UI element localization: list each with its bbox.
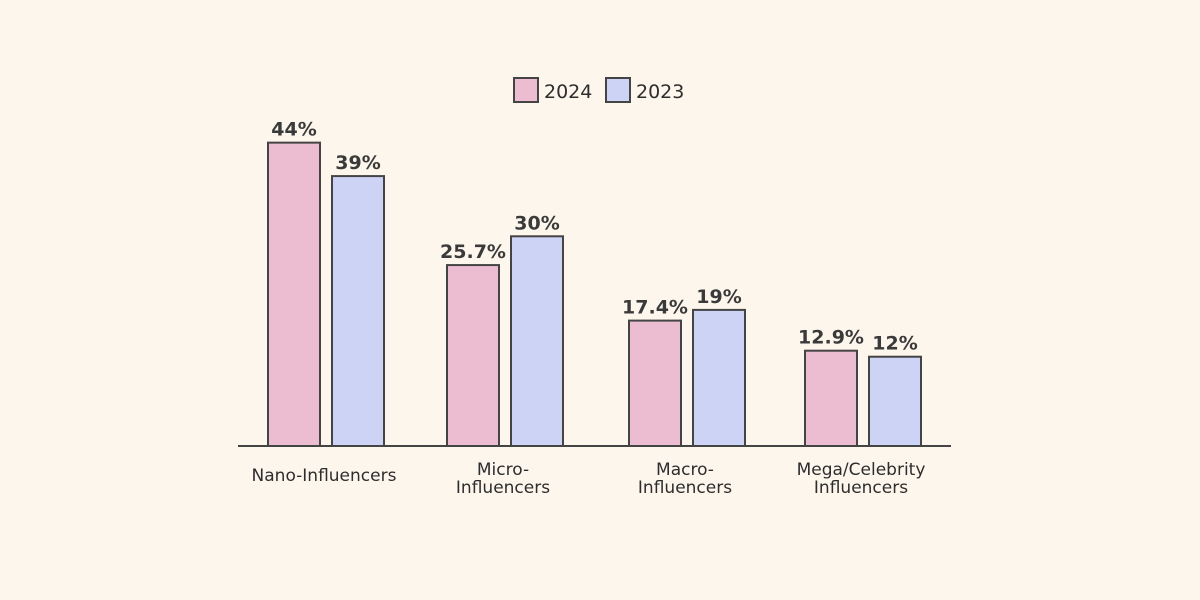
- category-label: Micro-: [477, 460, 529, 480]
- category-label: Influencers: [814, 478, 908, 498]
- data-label: 44%: [271, 119, 316, 141]
- data-label: 19%: [696, 286, 741, 308]
- legend: 2024 2023: [513, 77, 684, 103]
- legend-label: 2023: [636, 81, 684, 103]
- legend-label: 2024: [544, 81, 592, 103]
- category-label: Nano-Influencers: [252, 466, 397, 486]
- category-label: Influencers: [456, 478, 550, 498]
- bar-2023-0: [331, 175, 385, 447]
- bar-2023-3: [868, 355, 922, 447]
- data-label: 30%: [514, 212, 559, 234]
- data-label: 39%: [335, 152, 380, 174]
- category-label: Influencers: [638, 478, 732, 498]
- x-axis-labels: Nano-Influencers Micro-InfluencersMacro-I…: [252, 460, 926, 498]
- bar-2023-1: [510, 235, 564, 447]
- bar-2024-3: [804, 349, 858, 448]
- data-label: 17.4%: [622, 297, 688, 319]
- legend-swatch-2024: [513, 77, 539, 103]
- bar-2024-1: [446, 264, 500, 447]
- category-label: Macro-: [656, 460, 714, 480]
- data-label: 12%: [872, 333, 917, 355]
- category-label: Mega/Celebrity: [797, 460, 926, 480]
- legend-swatch-2023: [605, 77, 631, 103]
- bars: 44% 39% 25.7% 30% 17.4% 19% 12.9% 12%: [267, 119, 922, 448]
- data-label: 25.7%: [440, 241, 506, 263]
- bar-2024-2: [628, 319, 682, 447]
- bar-2023-2: [692, 308, 746, 448]
- bar-2024-0: [267, 141, 321, 447]
- data-label: 12.9%: [798, 327, 864, 349]
